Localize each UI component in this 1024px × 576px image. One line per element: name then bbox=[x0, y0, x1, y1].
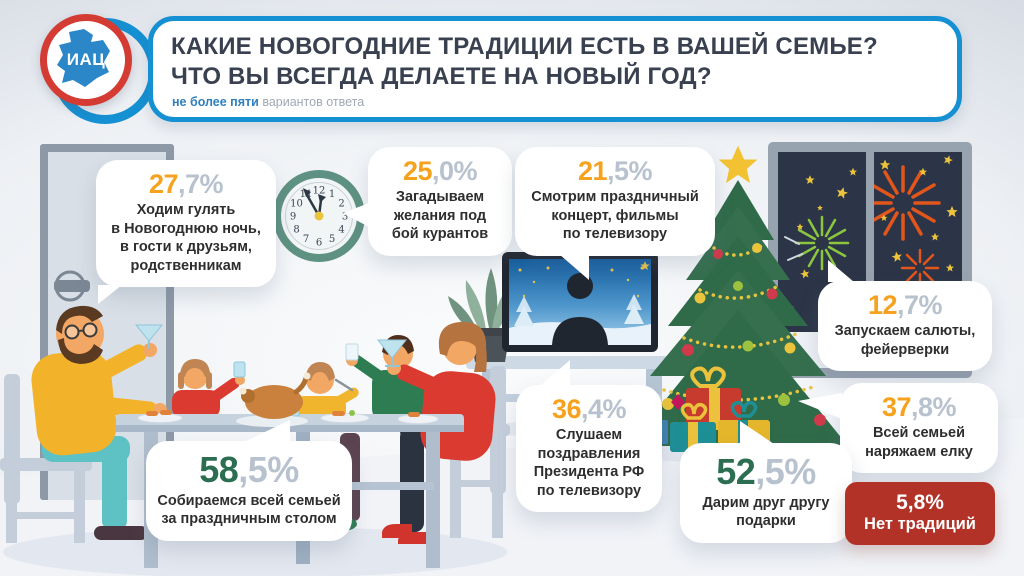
title-line-1: КАКИЕ НОВОГОДНИЕ ТРАДИЦИИ ЕСТЬ В ВАШЕЙ С… bbox=[171, 33, 878, 60]
tv-stars bbox=[518, 261, 650, 298]
wall-clock-icon: 123456789101112 bbox=[273, 170, 365, 262]
stat-bubble-tv-concert: 21,5% Смотрим праздничный концерт, фильм… bbox=[515, 147, 715, 280]
svg-text:2: 2 bbox=[338, 199, 344, 210]
stat-label: Слушаем поздравления Президента РФ по те… bbox=[533, 427, 645, 499]
stat-value: 25,0% bbox=[402, 156, 478, 186]
iac-logo: ИАЦ bbox=[40, 14, 132, 106]
answers-note: не более пяти вариантов ответа bbox=[172, 95, 364, 109]
page-title: КАКИЕ НОВОГОДНИЕ ТРАДИЦИИ ЕСТЬ В ВАШЕЙ С… bbox=[171, 32, 878, 92]
bubble-tail bbox=[540, 360, 570, 386]
svg-text:7: 7 bbox=[303, 234, 309, 245]
badge-value: 5,8% bbox=[896, 491, 944, 514]
stat-value: 36,4% bbox=[551, 394, 627, 424]
stat-value: 58,5% bbox=[199, 449, 299, 490]
svg-text:10: 10 bbox=[290, 199, 303, 210]
bubble-tail bbox=[343, 203, 369, 227]
bubble-tail bbox=[98, 284, 122, 304]
stat-bubble-fireworks: 12,7% Запускаем салюты, фейерверки bbox=[818, 260, 992, 372]
stat-bubble-walk: 27,7% Ходим гулять в Новогоднюю ночь, в … bbox=[96, 160, 276, 304]
stat-value: 12,7% bbox=[867, 290, 943, 320]
stat-label: Загадываем желания под бой курантов bbox=[391, 189, 489, 243]
stat-label: Смотрим праздничный концерт, фильмы по т… bbox=[531, 189, 699, 243]
stat-label: Ходим гулять в Новогоднюю ночь, в гости … bbox=[111, 202, 261, 274]
svg-text:1: 1 bbox=[329, 189, 335, 200]
bubble-tail bbox=[244, 420, 290, 442]
bubble-tail bbox=[740, 421, 774, 444]
fireworks-right bbox=[874, 154, 958, 303]
answers-note-rest: вариантов ответа bbox=[262, 95, 365, 109]
girl bbox=[172, 359, 246, 418]
stat-label: Запускаем салюты, фейерверки bbox=[834, 323, 976, 358]
stat-value: 21,5% bbox=[577, 156, 653, 186]
stat-bubble-president: 36,4% Слушаем поздравления Президента РФ… bbox=[516, 360, 662, 512]
no-traditions-badge: 5,8% Нет традиций bbox=[845, 482, 995, 545]
badge-label: Нет традиций bbox=[864, 515, 976, 534]
stat-bubble-family-table: 58,5% Собираемся всей семьей за празднич… bbox=[146, 420, 352, 541]
title-line-2: ЧТО ВЫ ВСЕГДА ДЕЛАЕТЕ НА НОВЫЙ ГОД? bbox=[171, 63, 712, 91]
svg-text:5: 5 bbox=[329, 234, 335, 245]
region-map-icon bbox=[57, 29, 110, 87]
bubble-tail bbox=[559, 253, 589, 280]
stat-label: Всей семьей наряжаем елку bbox=[865, 425, 973, 460]
stat-bubble-gifts: 52,5% Дарим друг другу подарки bbox=[680, 421, 852, 543]
svg-text:6: 6 bbox=[316, 238, 322, 249]
header-card: КАКИЕ НОВОГОДНИЕ ТРАДИЦИИ ЕСТЬ В ВАШЕЙ С… bbox=[148, 16, 962, 122]
stat-bubble-tree: 37,8% Всей семьей наряжаем елку bbox=[798, 383, 998, 474]
answers-note-emphasis: не более пяти bbox=[172, 95, 259, 109]
stat-label: Собираемся всей семьей за праздничным ст… bbox=[157, 492, 341, 528]
stat-value: 27,7% bbox=[148, 169, 224, 199]
logo-text: ИАЦ bbox=[66, 50, 106, 69]
svg-text:8: 8 bbox=[293, 225, 299, 236]
svg-text:9: 9 bbox=[290, 212, 296, 223]
stat-value: 37,8% bbox=[881, 392, 957, 422]
bubble-tail bbox=[798, 393, 842, 419]
svg-text:4: 4 bbox=[338, 225, 344, 236]
stat-label: Дарим друг другу подарки bbox=[702, 494, 830, 530]
svg-text:12: 12 bbox=[313, 186, 326, 197]
stat-value: 52,5% bbox=[716, 451, 816, 492]
tree-star bbox=[718, 145, 758, 183]
roast-turkey bbox=[236, 372, 311, 427]
bubble-tail bbox=[828, 260, 854, 282]
tv bbox=[502, 252, 658, 352]
stat-bubble-wishes: 25,0% Загадываем желания под бой куранто… bbox=[343, 147, 512, 256]
man bbox=[31, 305, 167, 540]
